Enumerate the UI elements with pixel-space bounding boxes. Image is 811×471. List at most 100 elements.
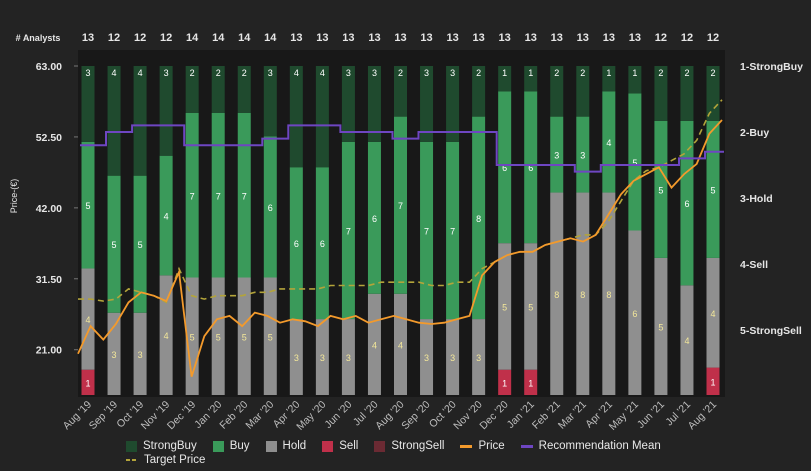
bar-segment-buy [263,136,277,278]
bar-segment-strongbuy [159,66,173,156]
bar-segment-label: 5 [658,185,663,195]
bar-segment-label: 1 [502,68,507,78]
analyst-count: 12 [681,32,693,44]
y-tick-label: 63.00 [36,61,62,73]
bar-segment-label: 1 [502,378,507,388]
legend-swatch [520,444,533,448]
bar-segment-label: 5 [112,240,117,250]
bar-segment-label: 1 [710,377,715,387]
bar-segment-label: 7 [398,201,403,211]
bar-segment-hold [341,319,355,395]
bar-segment-strongbuy [576,66,590,117]
bar-segment-label: 3 [112,350,117,360]
rating-scale-label: 2-Buy [740,127,769,139]
bar-segment-label: 6 [632,309,637,319]
legend-label: StrongBuy [143,440,197,452]
bar-segment-buy [446,141,460,320]
bar-segment-label: 3 [85,68,90,78]
analyst-count: 13 [290,32,302,44]
bar-segment-label: 2 [684,68,689,78]
bar-segment-buy [420,141,434,320]
bar-segment-sell [81,369,95,395]
bar-segment-label: 4 [138,68,143,78]
bar-segment-strongbuy [654,66,668,121]
analyst-count: 14 [264,32,277,44]
bar-segment-label: 4 [164,212,169,222]
analysts-header: # Analysts [16,33,61,43]
bar-segment-buy [81,141,95,269]
bar-segment-label: 3 [372,68,377,78]
bar-segment-buy [706,120,720,258]
rating-scale-label: 4-Sell [740,259,768,271]
analyst-count: 12 [108,32,120,44]
bar-segment-strongbuy [263,66,277,137]
rating-scale-label: 1-StrongBuy [740,61,803,73]
legend-swatch [322,440,334,452]
bar-segment-buy [367,141,381,294]
bar-segment-strongbuy [341,66,355,142]
y-tick-label: 21.00 [36,345,62,357]
bar-segment-label: 5 [658,322,663,332]
bar-segment-strongbuy [237,66,251,113]
bar-segment-label: 5 [85,201,90,211]
bar-segment-label: 4 [294,68,299,78]
bar-segment-label: 2 [190,68,195,78]
bar-segment-hold [472,319,486,395]
bar-segment-label: 2 [398,68,403,78]
legend-item: Buy [212,440,250,452]
bar-segment-label: 3 [424,68,429,78]
bar-segment-label: 3 [294,353,299,363]
analyst-count: 14 [186,32,199,44]
bar-segment-buy [159,155,173,276]
bar-segment-label: 1 [528,68,533,78]
bar-segment-label: 4 [398,340,403,350]
bar-segment-label: 2 [476,68,481,78]
bar-segment-hold [420,319,434,395]
bar-segment-label: 5 [190,332,195,342]
bar-segment-label: 7 [424,227,429,237]
legend: StrongBuy Buy Hold Sell StrongSell Price Recom… [126,440,766,466]
bar-segment-label: 2 [580,68,585,78]
bar-segment-label: 6 [320,239,325,249]
bar-segment-buy [107,175,121,313]
bar-segment-label: 7 [450,227,455,237]
bar-segment-hold [524,243,538,370]
bar-segment-label: 3 [138,350,143,360]
bar-segment-hold [315,319,329,395]
analyst-count: 13 [394,32,406,44]
y-tick-label: 52.50 [36,132,62,144]
legend-item: Sell [322,440,358,452]
bar-segment-hold [367,293,381,395]
bar-segment-label: 3 [346,68,351,78]
bar-segment-label: 4 [684,336,689,346]
analyst-count: 13 [577,32,589,44]
legend-item: Price [460,440,505,452]
bar-segment-label: 3 [450,353,455,363]
bar-segment-label: 6 [372,214,377,224]
bar-segment-label: 4 [85,315,90,325]
bar-segment-label: 5 [528,302,533,312]
bar-segment-label: 2 [658,68,663,78]
bar-segment-strongbuy [394,66,407,117]
bar-segment-hold [576,192,590,395]
rating-scale-label: 5-StrongSell [740,325,802,337]
bar-segment-strongbuy [133,66,147,176]
bar-segment-hold [446,319,460,395]
bar-segment-strongbuy [289,66,303,168]
bar-segment-label: 3 [268,68,273,78]
bar-segment-label: 4 [606,138,611,148]
legend-item: StrongBuy [126,440,197,452]
analyst-count: 13 [603,32,615,44]
bar-segment-strongbuy [420,66,434,142]
analyst-count: 12 [134,32,146,44]
bar-segment-label: 5 [632,158,637,168]
bar-segment-buy [211,113,225,278]
analyst-count: 13 [473,32,485,44]
bar-segment-label: 5 [138,240,143,250]
bar-segment-strongbuy [81,66,95,142]
bar-segment-label: 7 [216,191,221,201]
bar-segment-label: 3 [320,353,325,363]
bar-segment-strongbuy [550,66,564,117]
analyst-count: 13 [629,32,641,44]
analyst-count: 12 [707,32,719,44]
